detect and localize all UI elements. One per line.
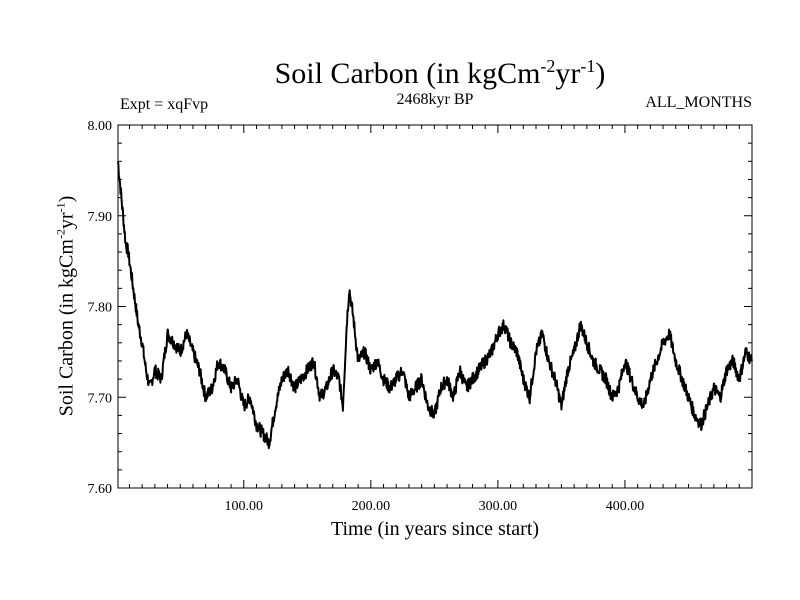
chart-title: Soil Carbon (in kgCm-2yr-1) <box>274 56 606 90</box>
x-tick-label: 300.00 <box>479 499 518 514</box>
y-axis-label: Soil Carbon (in kgCm-2yr-1) <box>53 195 78 417</box>
chart-subtitle: 2468kyr BP <box>396 91 474 108</box>
y-tick-label: 7.80 <box>88 301 113 316</box>
x-tick-label: 400.00 <box>606 499 645 514</box>
y-tick-label: 7.90 <box>88 210 113 225</box>
y-tick-label: 8.00 <box>88 119 113 134</box>
plot-frame <box>117 124 753 489</box>
tick-labels: 100.00 200.00 300.00 400.00 7.60 7.70 7.80 7.90… <box>88 119 645 514</box>
y-tick-label: 7.70 <box>88 391 113 406</box>
x-tick-label: 100.00 <box>225 499 264 514</box>
y-tick-label: 7.60 <box>88 482 113 497</box>
x-tick-label: 200.00 <box>352 499 391 514</box>
series-line-soil-carbon <box>117 161 753 450</box>
axis-ticks <box>118 125 752 488</box>
x-axis-label: Time (in years since start) <box>330 518 540 540</box>
months-label: ALL_MONTHS <box>645 94 752 111</box>
experiment-label: Expt = xqFvp <box>120 96 209 113</box>
